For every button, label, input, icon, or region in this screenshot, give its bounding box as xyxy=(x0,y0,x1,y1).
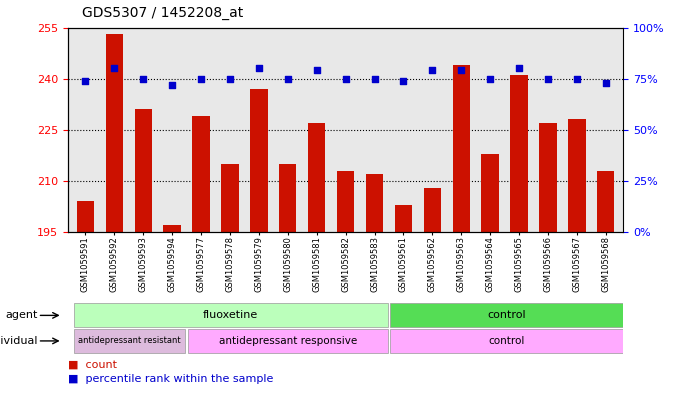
Bar xyxy=(390,329,623,353)
Bar xyxy=(221,164,238,232)
Bar xyxy=(106,34,123,232)
Bar xyxy=(188,329,387,353)
Bar xyxy=(135,109,152,232)
Text: agent: agent xyxy=(5,310,37,320)
Bar xyxy=(193,116,210,232)
Bar xyxy=(481,154,498,232)
Point xyxy=(340,75,351,82)
Point xyxy=(225,75,236,82)
Point xyxy=(513,65,524,72)
Bar xyxy=(163,225,181,232)
Text: ■  percentile rank within the sample: ■ percentile rank within the sample xyxy=(68,374,274,384)
Bar xyxy=(568,119,586,232)
Bar xyxy=(453,65,470,232)
Bar xyxy=(308,123,326,232)
Text: control: control xyxy=(488,336,525,346)
Point xyxy=(109,65,120,72)
Bar xyxy=(74,303,387,327)
Point xyxy=(369,75,380,82)
Point xyxy=(485,75,496,82)
Point xyxy=(80,77,91,84)
Bar xyxy=(74,329,185,353)
Bar xyxy=(366,174,383,232)
Bar xyxy=(77,201,94,232)
Point xyxy=(427,67,438,73)
Point xyxy=(195,75,206,82)
Point xyxy=(253,65,264,72)
Bar xyxy=(250,89,268,232)
Bar xyxy=(279,164,296,232)
Bar xyxy=(337,171,354,232)
Point xyxy=(543,75,554,82)
Point xyxy=(398,77,409,84)
Bar xyxy=(395,205,412,232)
Text: GDS5307 / 1452208_at: GDS5307 / 1452208_at xyxy=(82,6,243,20)
Bar xyxy=(539,123,556,232)
Bar xyxy=(510,75,528,232)
Text: antidepressant responsive: antidepressant responsive xyxy=(219,336,357,346)
Point xyxy=(601,79,612,86)
Bar xyxy=(390,303,623,327)
Point xyxy=(138,75,148,82)
Text: ■  count: ■ count xyxy=(68,360,117,370)
Point xyxy=(456,67,466,73)
Text: fluoxetine: fluoxetine xyxy=(203,310,258,320)
Bar xyxy=(424,187,441,232)
Point xyxy=(283,75,294,82)
Bar xyxy=(597,171,614,232)
Point xyxy=(167,82,178,88)
Point xyxy=(311,67,322,73)
Text: individual: individual xyxy=(0,336,37,346)
Text: control: control xyxy=(488,310,526,320)
Point xyxy=(571,75,582,82)
Text: antidepressant resistant: antidepressant resistant xyxy=(78,336,181,345)
